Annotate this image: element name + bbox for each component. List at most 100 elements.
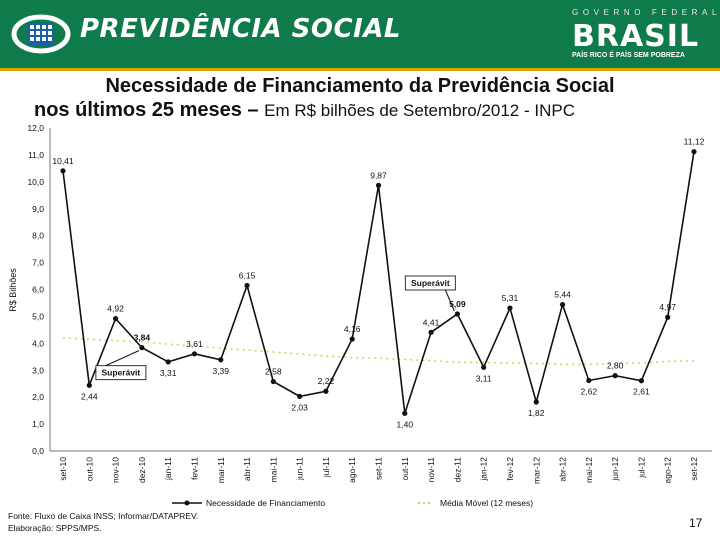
data-label: 4,97 xyxy=(659,302,676,312)
y-tick-label: 0,0 xyxy=(32,446,44,456)
data-label: 3,61 xyxy=(186,339,203,349)
data-label: 1,82 xyxy=(528,408,545,418)
x-tick-label: mar-11 xyxy=(216,457,226,484)
y-tick-label: 6,0 xyxy=(32,285,44,295)
x-tick-label: dez-10 xyxy=(137,457,147,483)
chart-title-line1: Necessidade de Financiamento da Previdên… xyxy=(105,75,615,97)
data-label: 9,87 xyxy=(370,170,387,180)
x-tick-label: out-11 xyxy=(400,457,410,481)
governo-federal-logo: GOVERNO FEDERAL BRASIL PAÍS RICO É PAÍS … xyxy=(568,6,716,62)
gov-slogan: PAÍS RICO É PAÍS SEM POBREZA xyxy=(572,52,685,59)
data-label: 2,03 xyxy=(291,402,308,412)
elaboration-note: Elaboração: SPPS/MPS. xyxy=(8,523,102,533)
data-point xyxy=(586,377,592,384)
data-point xyxy=(191,351,198,357)
x-tick-label: abr-12 xyxy=(558,457,568,482)
data-label: 2,44 xyxy=(81,391,98,401)
data-label: 2,58 xyxy=(265,367,282,377)
data-point xyxy=(428,329,434,335)
annotation-label: Superávit xyxy=(411,278,450,288)
x-tick-label: mai-11 xyxy=(268,457,278,483)
x-tick-label: fev-12 xyxy=(505,457,515,481)
x-tick-label: nov-10 xyxy=(111,457,121,483)
data-label: 10,41 xyxy=(52,156,74,166)
data-label: 2,62 xyxy=(581,386,598,396)
x-tick-label: nov-11 xyxy=(426,457,436,483)
data-point xyxy=(86,382,92,388)
data-point xyxy=(612,373,618,379)
legend-label-main: Necessidade de Financiamento xyxy=(206,498,325,508)
data-point xyxy=(323,388,329,394)
y-tick-label: 8,0 xyxy=(32,231,44,241)
data-point xyxy=(112,315,119,322)
y-axis-label: R$ Bilhões xyxy=(8,268,18,312)
x-tick-label: jul-12 xyxy=(636,457,646,479)
data-label: 5,09 xyxy=(449,299,466,309)
previdencia-logo-icon xyxy=(11,14,71,54)
data-point xyxy=(533,399,539,405)
data-label: 2,61 xyxy=(633,387,650,397)
data-point xyxy=(559,301,566,308)
financing-need-line xyxy=(62,151,695,414)
x-tick-label: mai-12 xyxy=(584,457,594,483)
footer-source: Fonte: Fluxo de Caixa INSS; Informar/DAT… xyxy=(8,510,198,534)
moving-average-series xyxy=(62,337,695,366)
x-tick-label: abr-11 xyxy=(242,457,252,481)
y-axis: 0,0 1,0 2,0 3,0 4,0 5,0 6,0 7,0 8,0 9,0 10,0 11,0 12… xyxy=(27,123,51,456)
data-point xyxy=(691,149,697,155)
data-label: 3,84 xyxy=(134,333,151,343)
title-line2-bold: nos últimos 25 meses – xyxy=(34,99,265,121)
annotation-box xyxy=(95,365,147,381)
data-point xyxy=(375,182,382,188)
x-tick-label: ago-11 xyxy=(347,457,357,483)
data-point xyxy=(665,314,671,320)
data-point xyxy=(297,393,303,399)
data-point xyxy=(244,282,250,289)
x-tick-label: jan-12 xyxy=(479,457,489,482)
data-point xyxy=(349,336,355,342)
brand-name: PREVIDÊNCIA SOCIAL xyxy=(80,14,401,44)
data-point xyxy=(139,345,145,351)
legend: Necessidade de Financiamento Média Móvel… xyxy=(172,498,533,508)
x-tick-label: fev-11 xyxy=(189,457,199,480)
x-tick-label: jan-11 xyxy=(163,457,173,481)
data-point xyxy=(402,410,408,416)
x-tick-label: ago-12 xyxy=(663,457,673,484)
gov-top-text: GOVERNO FEDERAL xyxy=(572,8,720,17)
x-tick-label: jun-12 xyxy=(610,457,620,482)
data-point xyxy=(60,168,66,174)
data-label: 2,80 xyxy=(607,361,624,371)
x-tick-label: dez-11 xyxy=(452,457,462,483)
data-label: 11,12 xyxy=(684,137,705,147)
y-tick-label: 2,0 xyxy=(32,392,44,402)
data-point xyxy=(165,359,171,365)
chart-title-line2: nos últimos 25 meses – Em R$ bilhões de … xyxy=(34,99,575,122)
source-note: Fonte: Fluxo de Caixa INSS; Informar/DAT… xyxy=(8,511,199,521)
y-tick-label: 9,0 xyxy=(32,204,44,214)
data-point xyxy=(481,364,487,370)
moving-average-line xyxy=(62,337,695,366)
y-tick-label: 10,0 xyxy=(27,177,44,187)
data-point xyxy=(270,378,276,385)
x-axis: set-10 out-10 nov-10 dez-10 jan-11 fev-11 mar-… xyxy=(50,450,712,484)
data-point xyxy=(507,305,513,311)
data-label: 3,31 xyxy=(160,368,177,378)
y-tick-label: 4,0 xyxy=(32,338,44,348)
data-label: 4,92 xyxy=(107,304,124,314)
line-chart: 0,0 1,0 2,0 3,0 4,0 5,0 6,0 7,0 8,0 9,0 10,0 11,0 12… xyxy=(8,123,712,508)
x-tick-label: set-11 xyxy=(374,457,384,480)
y-tick-label: 12,0 xyxy=(27,123,44,133)
data-point xyxy=(218,357,224,363)
data-label: 3,11 xyxy=(476,373,492,383)
x-tick-label: out-10 xyxy=(84,457,94,481)
title-line2-unit: Em R$ bilhões de Setembro/2012 - INPC xyxy=(264,101,575,120)
annotations: Superávit Superávit xyxy=(95,275,456,381)
annotation-label: Superávit xyxy=(102,368,141,378)
data-label: 5,31 xyxy=(502,293,519,303)
x-tick-label: jun-11 xyxy=(295,457,305,481)
data-label: 1,40 xyxy=(397,419,414,429)
annotation-arrow xyxy=(444,289,455,312)
x-tick-label: set-10 xyxy=(58,457,68,481)
data-label: 4,41 xyxy=(423,317,440,327)
x-tick-label: jul-11 xyxy=(321,457,331,478)
